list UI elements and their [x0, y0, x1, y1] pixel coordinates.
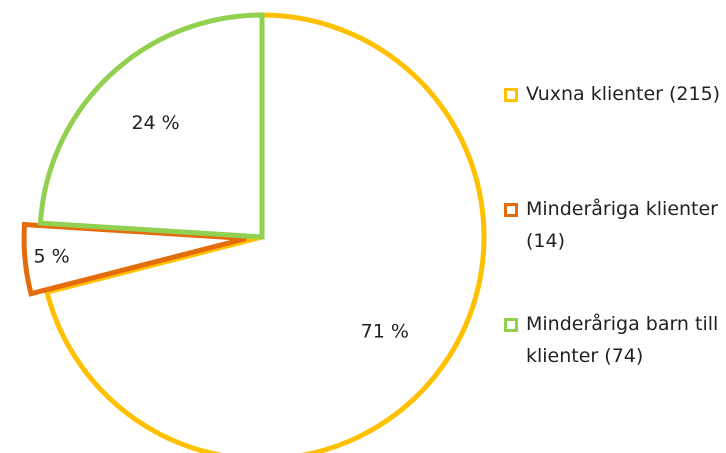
legend-label: Vuxna klienter (215) [526, 83, 721, 105]
legend-item: Vuxna klienter (215) [500, 78, 722, 110]
data-label: 71 % [361, 321, 409, 343]
legend-item: Minderåriga barn till klienter (74) [500, 308, 722, 372]
pie-slice [43, 12, 487, 453]
legend-label: Minderåriga klienter (14) [526, 198, 718, 252]
legend-swatch [504, 88, 518, 102]
pie-slice [37, 12, 265, 240]
legend-label: Minderåriga barn till klienter (74) [526, 313, 719, 367]
legend-swatch [504, 203, 518, 217]
data-label: 5 % [33, 245, 69, 267]
legend-swatch [504, 318, 518, 332]
legend-item: Minderåriga klienter (14) [500, 193, 722, 257]
data-label: 24 % [131, 112, 179, 134]
pie-slice [21, 221, 247, 297]
